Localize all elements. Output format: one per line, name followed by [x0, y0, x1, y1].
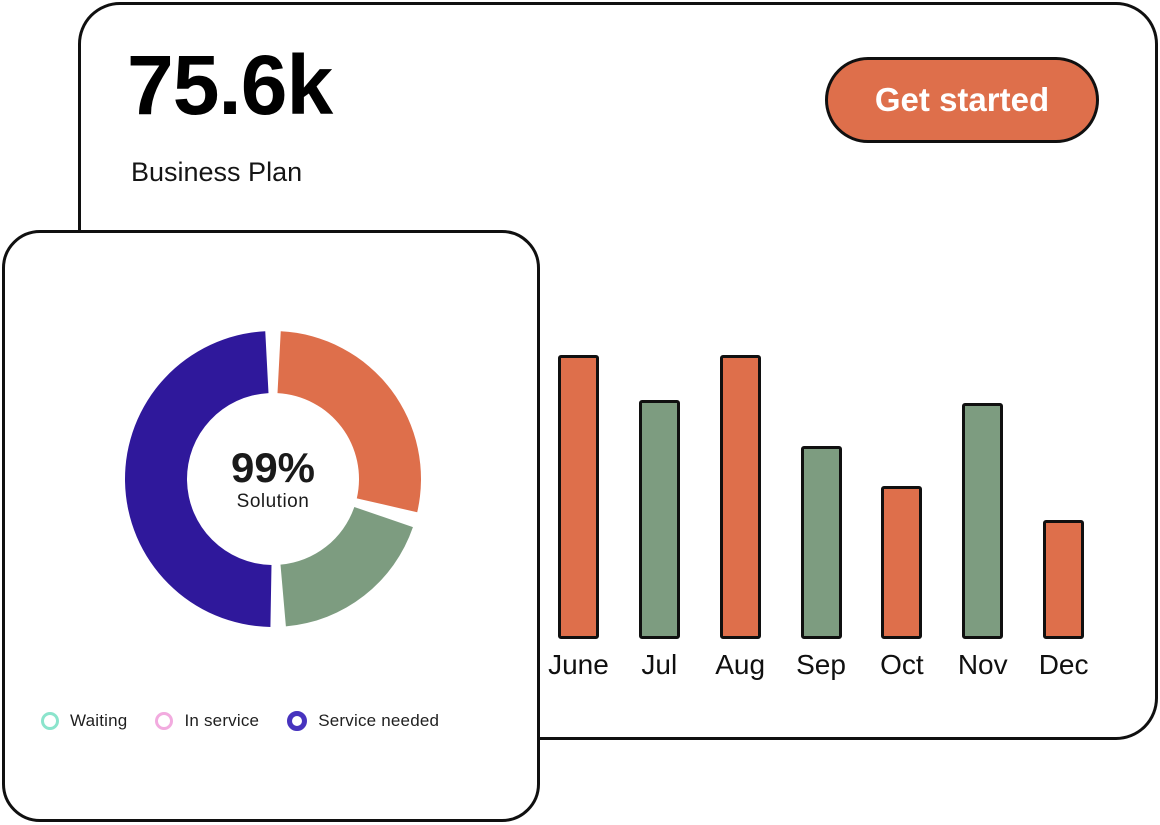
donut-center-text: 99% Solution [230, 443, 316, 513]
legend-item-waiting: Waiting [41, 711, 127, 731]
bar-column-sep: Sep [781, 351, 862, 691]
donut-center-value: 99% [230, 443, 316, 491]
legend-item-service-needed: Service needed [287, 711, 439, 731]
bar-label-oct: Oct [880, 649, 924, 680]
bar-column-aug: Aug [700, 351, 781, 691]
bar-column-nov: Nov [942, 351, 1023, 691]
get-started-button[interactable]: Get started [825, 57, 1099, 143]
bar-label-june: June [548, 649, 609, 680]
donut-card: 99% Solution Waiting In service Service ne… [2, 230, 540, 822]
donut-center-label: Solution [236, 491, 310, 513]
bar-oct [881, 486, 923, 639]
legend-label: In service [184, 711, 260, 730]
bar-dec [1043, 520, 1085, 639]
bar-column-june: June [538, 351, 619, 691]
bar-column-dec: Dec [1023, 351, 1104, 691]
legend-ring-icon [155, 712, 174, 730]
donut-segment-green [280, 506, 413, 627]
donut-chart: 99% Solution [123, 329, 423, 629]
bar-aug [719, 355, 761, 639]
stat-value: 75.6k [127, 38, 333, 132]
legend-label: Waiting [70, 711, 128, 730]
bar-sep [800, 446, 842, 639]
bar-label-aug: Aug [715, 649, 766, 680]
bar-label-nov: Nov [957, 649, 1008, 680]
legend-item-in-service: In service [155, 711, 259, 731]
bar-label-dec: Dec [1038, 649, 1089, 680]
bar-jul [638, 400, 680, 639]
legend-label: Service needed [318, 711, 440, 730]
bar-nov [962, 403, 1004, 639]
bar-june [557, 355, 599, 639]
bar-column-oct: Oct [861, 351, 942, 691]
bar-label-jul: Jul [641, 649, 678, 680]
bar-label-sep: Sep [796, 649, 846, 680]
legend-ring-icon [41, 712, 59, 730]
donut-legend: Waiting In service Service needed [41, 711, 511, 731]
legend-ring-icon [287, 711, 308, 731]
monthly-bar-chart: June Jul Aug Sep Oct Nov Dec [538, 351, 1104, 691]
stat-label: Business Plan [131, 157, 303, 187]
donut-chart-svg [124, 331, 421, 627]
donut-segment-purple [124, 331, 272, 627]
donut-segment-orange [277, 331, 421, 513]
bar-column-jul: Jul [619, 351, 700, 691]
